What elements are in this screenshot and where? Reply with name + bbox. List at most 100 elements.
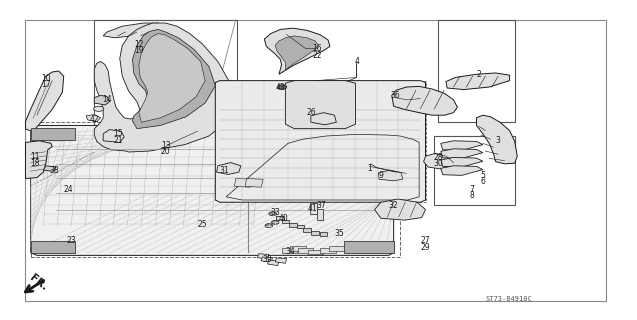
Bar	[434, 136, 515, 205]
Polygon shape	[234, 179, 252, 187]
Text: 10: 10	[41, 74, 52, 83]
Polygon shape	[264, 28, 330, 74]
Text: 13: 13	[161, 141, 171, 150]
Polygon shape	[441, 157, 483, 167]
Text: 17: 17	[41, 80, 52, 89]
Bar	[94, 20, 237, 152]
Polygon shape	[424, 154, 452, 169]
Polygon shape	[297, 225, 304, 228]
Circle shape	[276, 216, 284, 220]
Polygon shape	[308, 250, 323, 254]
Polygon shape	[298, 248, 313, 253]
Circle shape	[94, 106, 104, 111]
Polygon shape	[317, 209, 323, 220]
Circle shape	[271, 220, 279, 224]
Text: 36: 36	[390, 91, 400, 100]
Polygon shape	[215, 81, 426, 202]
Text: 2: 2	[476, 70, 482, 79]
Text: 29: 29	[420, 243, 431, 252]
Polygon shape	[245, 179, 263, 187]
Polygon shape	[282, 248, 297, 253]
Text: 15: 15	[113, 129, 123, 138]
Polygon shape	[289, 223, 297, 227]
Text: 31: 31	[219, 166, 229, 175]
Polygon shape	[285, 81, 355, 129]
Polygon shape	[257, 254, 269, 259]
Polygon shape	[441, 166, 483, 175]
Polygon shape	[31, 241, 75, 253]
Polygon shape	[476, 115, 517, 164]
Text: 28: 28	[434, 153, 443, 162]
Polygon shape	[303, 228, 311, 232]
Polygon shape	[31, 128, 75, 140]
Text: 26: 26	[306, 108, 316, 117]
Text: 39: 39	[262, 255, 273, 264]
Text: 24: 24	[64, 185, 74, 194]
Polygon shape	[132, 29, 215, 129]
Polygon shape	[103, 23, 167, 38]
Text: 12: 12	[134, 40, 143, 49]
Bar	[368, 154, 408, 182]
Polygon shape	[344, 128, 394, 140]
Polygon shape	[217, 163, 241, 174]
Polygon shape	[310, 203, 317, 214]
Text: 25: 25	[197, 220, 208, 229]
Polygon shape	[441, 141, 483, 150]
Text: 22: 22	[313, 51, 322, 60]
Polygon shape	[446, 73, 510, 90]
Text: 21: 21	[113, 136, 122, 145]
Text: FR.: FR.	[27, 272, 49, 292]
Circle shape	[278, 85, 287, 89]
Text: 33: 33	[270, 208, 280, 217]
Circle shape	[265, 224, 273, 228]
Bar	[438, 20, 515, 122]
Polygon shape	[31, 125, 394, 255]
Polygon shape	[94, 95, 110, 105]
Text: 32: 32	[389, 201, 399, 210]
Text: 35: 35	[334, 229, 344, 238]
Polygon shape	[311, 113, 336, 125]
Text: 9: 9	[378, 171, 383, 180]
Text: 41: 41	[307, 204, 317, 213]
Text: 16: 16	[312, 44, 322, 53]
Polygon shape	[276, 216, 284, 220]
Text: 14: 14	[102, 95, 112, 104]
Text: 6: 6	[480, 177, 485, 186]
Polygon shape	[43, 166, 56, 171]
Text: ST73-84910C: ST73-84910C	[485, 296, 532, 302]
Text: 7: 7	[469, 185, 474, 194]
Bar	[211, 81, 426, 202]
Polygon shape	[139, 34, 205, 122]
Polygon shape	[375, 199, 426, 220]
Text: 42: 42	[89, 115, 99, 124]
Polygon shape	[320, 232, 327, 236]
Polygon shape	[311, 231, 319, 235]
Polygon shape	[25, 71, 64, 131]
Text: 23: 23	[66, 236, 76, 245]
Polygon shape	[25, 141, 52, 179]
Text: 19: 19	[134, 46, 144, 55]
Text: 4: 4	[354, 57, 359, 66]
Polygon shape	[441, 149, 483, 158]
Polygon shape	[275, 36, 318, 70]
Text: 43: 43	[275, 83, 285, 92]
Text: 20: 20	[161, 148, 171, 156]
Polygon shape	[275, 258, 287, 263]
Bar	[25, 20, 606, 301]
Text: 1: 1	[367, 164, 372, 173]
Polygon shape	[282, 220, 289, 223]
Text: 38: 38	[49, 166, 59, 175]
Polygon shape	[268, 260, 279, 266]
Polygon shape	[329, 246, 344, 251]
Polygon shape	[378, 170, 403, 181]
Circle shape	[269, 212, 276, 216]
Text: 11: 11	[31, 152, 39, 161]
Polygon shape	[103, 130, 124, 142]
Polygon shape	[290, 246, 306, 251]
Text: 18: 18	[31, 159, 39, 168]
Polygon shape	[392, 86, 457, 115]
Text: 30: 30	[433, 159, 443, 168]
Polygon shape	[86, 115, 101, 122]
Text: 5: 5	[480, 171, 485, 180]
Polygon shape	[261, 257, 273, 262]
